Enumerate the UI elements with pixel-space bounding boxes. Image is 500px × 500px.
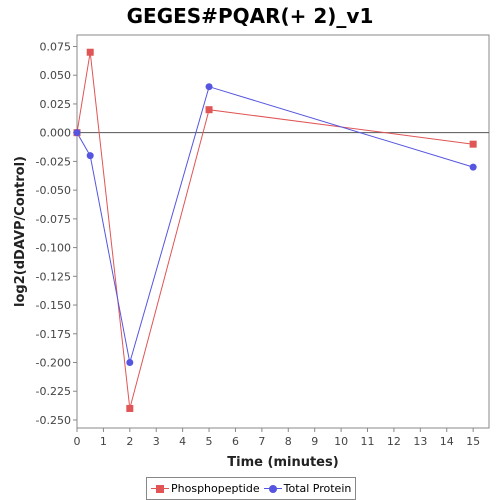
- y-axis: 0.075 0.050 0.025 0.000 -0.025 -0.050 -0.075 -0…: [36, 40, 77, 427]
- x-tick-label: 15: [466, 435, 480, 448]
- y-tick-label: 0.000: [40, 127, 72, 140]
- data-point: [86, 48, 94, 56]
- x-tick-label: 7: [258, 435, 265, 448]
- series-line: [76, 86, 474, 363]
- legend-item-phosphopeptide: Phosphopeptide: [151, 482, 260, 495]
- series-line: [76, 52, 474, 409]
- data-point: [205, 106, 213, 114]
- y-tick-label: -0.175: [36, 328, 71, 341]
- legend-circle-marker-icon: [263, 484, 282, 494]
- chart-title: GEGES#PQAR(+ 2)_v1: [126, 4, 374, 28]
- legend: Phosphopeptide Total Protein: [146, 477, 357, 500]
- y-tick-label: -0.200: [36, 357, 71, 370]
- x-tick-label: 3: [153, 435, 160, 448]
- x-tick-label: 9: [311, 435, 318, 448]
- data-point: [469, 140, 477, 148]
- x-tick-label: 5: [206, 435, 213, 448]
- data-point: [86, 152, 94, 160]
- series-layer: [73, 48, 477, 412]
- data-point: [469, 163, 477, 171]
- y-tick-label: 0.025: [40, 98, 72, 111]
- x-tick-label: 0: [74, 435, 81, 448]
- legend-square-marker-icon: [151, 484, 169, 494]
- x-tick-label: 13: [413, 435, 427, 448]
- y-tick-label: -0.050: [36, 184, 71, 197]
- x-axis-title: Time (minutes): [227, 455, 338, 470]
- x-tick-label: 14: [440, 435, 454, 448]
- data-point: [126, 404, 134, 412]
- y-tick-label: -0.125: [36, 270, 71, 283]
- data-point: [126, 359, 134, 366]
- legend-item-total-protein: Total Protein: [263, 482, 352, 495]
- y-tick-label: -0.025: [36, 155, 71, 168]
- y-tick-label: -0.250: [36, 414, 71, 427]
- x-tick-label: 1: [100, 435, 107, 448]
- y-tick-label: -0.225: [36, 385, 71, 398]
- y-tick-label: -0.075: [36, 213, 71, 226]
- legend-label: Phosphopeptide: [171, 482, 260, 495]
- x-tick-label: 11: [361, 435, 375, 448]
- x-tick-label: 2: [126, 435, 133, 448]
- y-tick-label: 0.050: [40, 69, 72, 82]
- x-tick-label: 10: [334, 435, 348, 448]
- data-point: [73, 129, 81, 137]
- y-axis-title: log2(dDAVP/Control): [13, 156, 28, 307]
- y-tick-label: 0.075: [40, 40, 72, 53]
- x-axis: 0 1 2 3 4 5 6 7 8 9 10 11 12 13 14 15: [74, 428, 480, 448]
- x-tick-label: 4: [179, 435, 186, 448]
- x-tick-label: 6: [232, 435, 239, 448]
- y-tick-label: -0.150: [36, 299, 71, 312]
- legend-label: Total Protein: [283, 482, 352, 495]
- plot-area: [76, 34, 490, 429]
- x-tick-label: 8: [285, 435, 292, 448]
- data-point: [205, 83, 213, 91]
- y-tick-label: -0.100: [36, 242, 71, 255]
- x-tick-label: 12: [387, 435, 401, 448]
